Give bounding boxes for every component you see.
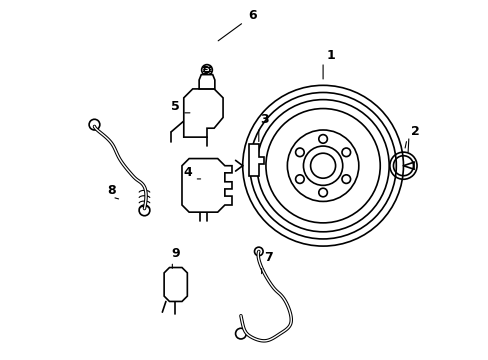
Polygon shape <box>183 89 223 137</box>
Text: 7: 7 <box>264 251 272 265</box>
Polygon shape <box>164 267 187 301</box>
Text: 3: 3 <box>260 113 269 126</box>
Text: 5: 5 <box>171 100 180 113</box>
Polygon shape <box>182 158 231 212</box>
Text: 2: 2 <box>410 125 419 138</box>
Text: 1: 1 <box>326 49 335 62</box>
Polygon shape <box>248 144 264 176</box>
Text: 9: 9 <box>171 247 180 260</box>
Text: 4: 4 <box>183 166 192 179</box>
Polygon shape <box>199 75 214 89</box>
Text: 8: 8 <box>107 184 115 197</box>
Text: 6: 6 <box>247 9 256 22</box>
